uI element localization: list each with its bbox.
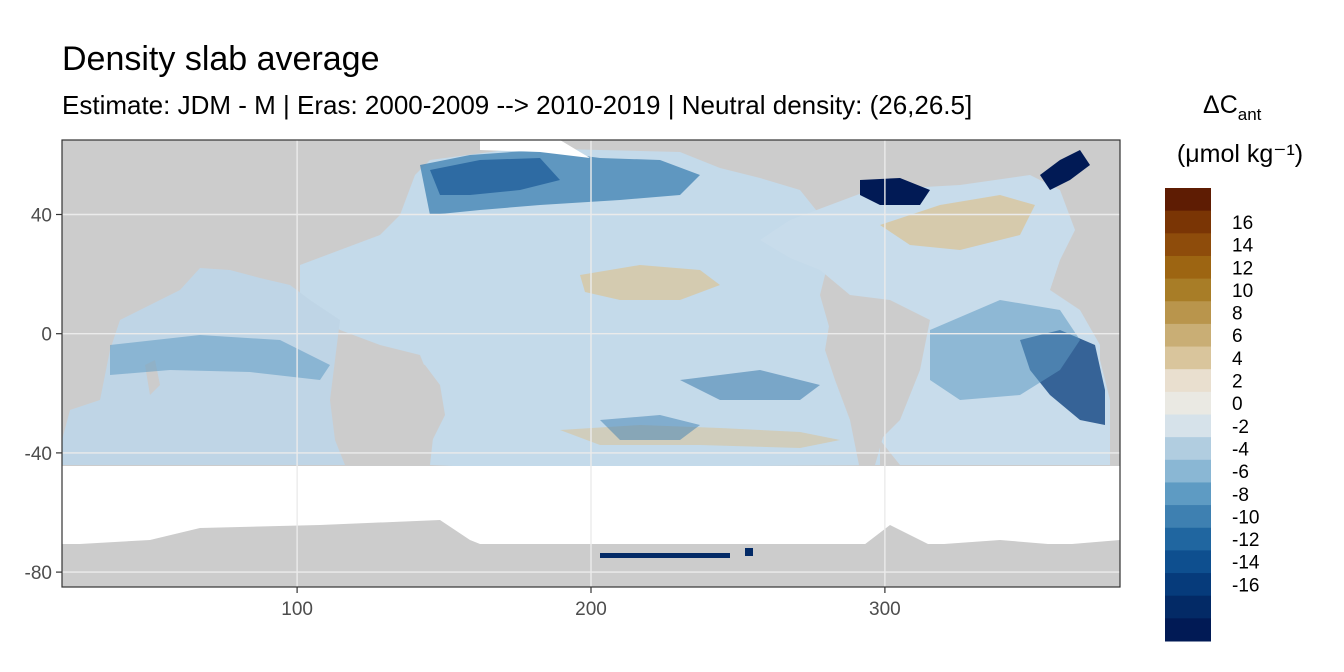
- antarctica-land: [62, 520, 1120, 587]
- map-panel: [62, 140, 1120, 587]
- north-pacific-deep: [430, 158, 560, 195]
- south-pacific-streak: [600, 415, 700, 440]
- y-tick-label: 0: [41, 325, 52, 346]
- legend-color-swatch: [1165, 369, 1211, 393]
- legend-label: -10: [1232, 507, 1259, 528]
- tan-patch-north-atlantic: [880, 195, 1035, 250]
- y-tick-label: 40: [31, 206, 52, 227]
- legend-color-swatch: [1165, 301, 1211, 325]
- legend-color-swatch: [1165, 527, 1211, 551]
- legend-label: 4: [1232, 349, 1243, 370]
- legend-color-swatch: [1165, 437, 1211, 461]
- x-tick-label: 300: [869, 599, 901, 620]
- south-america-land: [825, 300, 925, 495]
- south-pacific-streak-2: [680, 370, 820, 400]
- legend-label: -8: [1232, 485, 1249, 506]
- x-tick-label: 100: [281, 599, 313, 620]
- legend-label: -14: [1232, 553, 1260, 574]
- arctic-no-data: [480, 140, 590, 158]
- legend-label: 8: [1232, 304, 1243, 325]
- legend-title-subscript: ant: [1238, 105, 1262, 124]
- x-tick-label: 200: [575, 599, 607, 620]
- chart-subtitle: Estimate: JDM - M | Eras: 2000-2009 --> …: [62, 90, 973, 120]
- legend-label: 6: [1232, 326, 1243, 347]
- pacific-ocean: [300, 148, 880, 468]
- legend-color-swatch: [1165, 278, 1211, 302]
- legend-color-swatch: [1165, 505, 1211, 529]
- legend-label: 16: [1232, 213, 1253, 234]
- antarctic-coast-mark-2: [745, 548, 753, 556]
- legend-color-swatch: [1165, 414, 1211, 438]
- legend-color-swatch: [1165, 618, 1211, 642]
- legend-color-swatch: [1165, 595, 1211, 619]
- legend-color-swatch: [1165, 233, 1211, 257]
- y-tick-label: -40: [25, 444, 52, 465]
- africa-land: [1100, 300, 1120, 430]
- legend-color-swatch: [1165, 323, 1211, 348]
- legend-color-swatch: [1165, 346, 1211, 370]
- indian-ocean-streak: [110, 335, 330, 380]
- nordic-sea-dark: [1040, 150, 1090, 190]
- legend-color-swatch: [1165, 459, 1211, 483]
- legend-color-swatch: [1165, 255, 1211, 280]
- legend-label: 12: [1232, 258, 1253, 279]
- legend-label: 0: [1232, 394, 1243, 415]
- legend-label: -6: [1232, 462, 1249, 483]
- antarctic-coast-mark: [600, 553, 730, 558]
- legend-label: -12: [1232, 530, 1259, 551]
- legend-color-swatch: [1165, 550, 1211, 574]
- legend-label: 10: [1232, 281, 1253, 302]
- legend-label: -16: [1232, 575, 1259, 596]
- legend-unit: (μmol kg⁻¹): [1177, 140, 1303, 168]
- labrador-sea-dark: [860, 178, 930, 205]
- legend-label: 2: [1232, 372, 1243, 393]
- legend-label: -2: [1232, 417, 1249, 438]
- legend-color-swatch: [1165, 391, 1211, 415]
- y-tick-label: -80: [25, 563, 52, 584]
- legend: ΔCant (μmol kg⁻¹) 1614121086420-2-4-6-8-10…: [1165, 91, 1303, 642]
- south-atlantic-blue: [930, 300, 1080, 400]
- legend-title: ΔCant: [1203, 91, 1262, 124]
- legend-label: 14: [1232, 236, 1254, 257]
- legend-color-swatch: [1165, 210, 1211, 234]
- tan-patch-central-pacific: [580, 265, 720, 300]
- australia-land: [345, 355, 445, 450]
- gridlines: [62, 140, 1120, 587]
- legend-color-swatch: [1165, 573, 1211, 597]
- legend-color-swatch: [1165, 482, 1211, 506]
- legend-label: -4: [1232, 439, 1249, 460]
- legend-color-swatch: [1165, 188, 1211, 212]
- chart-title: Density slab average: [62, 40, 380, 78]
